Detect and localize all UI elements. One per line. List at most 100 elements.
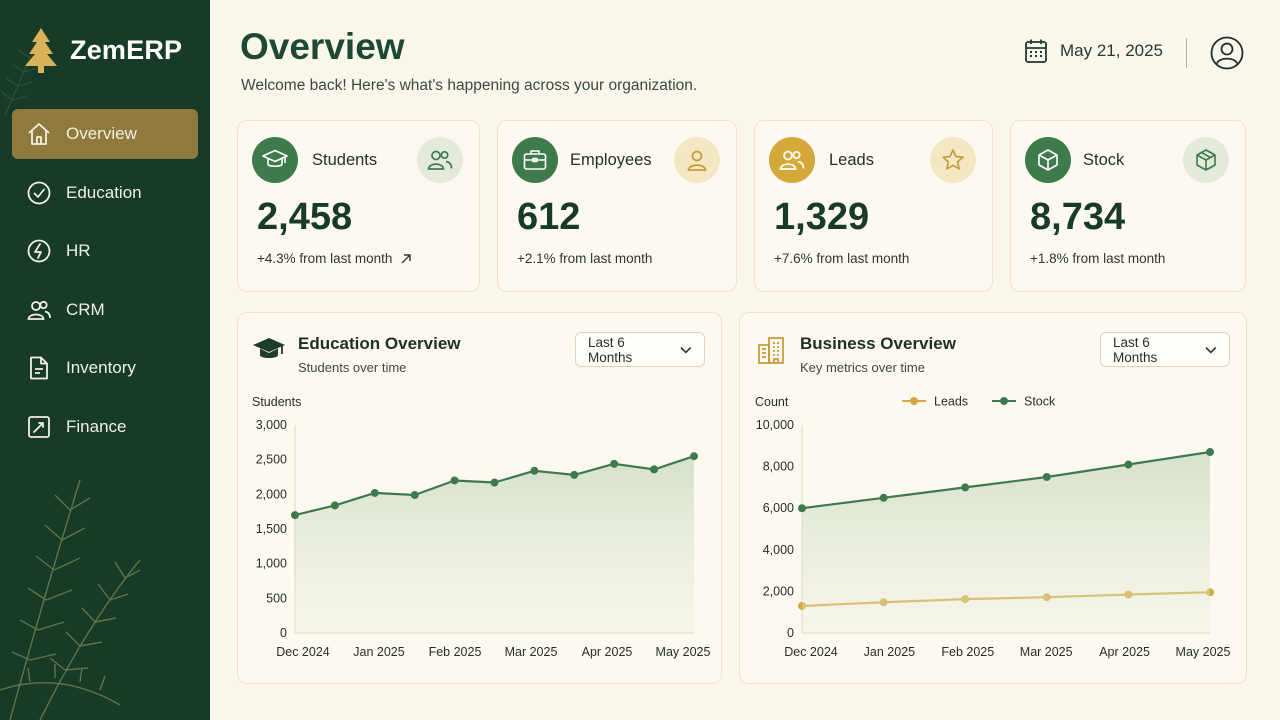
- legend-marker: [1000, 397, 1008, 405]
- data-point: [961, 483, 970, 492]
- sidebar-item-label: CRM: [66, 299, 105, 319]
- kpi-value: 8,734: [1030, 196, 1126, 238]
- y-tick-label: 2,000: [256, 487, 287, 501]
- data-point: [291, 511, 299, 520]
- y-tick-label: 1,500: [256, 522, 287, 536]
- box-icon: [1025, 137, 1071, 183]
- y-tick-label: 4,000: [763, 543, 794, 557]
- y-tick-label: 3,000: [256, 418, 287, 432]
- page-title: Overview: [240, 26, 405, 67]
- graduation-cap-icon: [252, 137, 298, 183]
- data-point: [650, 465, 659, 474]
- legend-marker: [910, 397, 918, 405]
- kpi-change-text: +1.8% from last month: [1030, 251, 1166, 266]
- data-point: [330, 501, 339, 510]
- sidebar-item-finance[interactable]: Finance: [12, 402, 198, 452]
- y-tick-label: 6,000: [763, 501, 794, 515]
- sidebar-item-overview[interactable]: Overview: [12, 109, 198, 159]
- kpi-card-leads[interactable]: Leads 1,329 +7.6% from last month: [754, 120, 993, 292]
- sidebar-item-education[interactable]: Education: [12, 168, 198, 218]
- y-tick-label: 2,000: [763, 584, 794, 598]
- x-tick-label: Feb 2025: [941, 645, 994, 659]
- x-tick-label: Dec 2024: [784, 645, 838, 659]
- chevron-down-icon: [1205, 346, 1217, 354]
- data-point: [1042, 473, 1051, 481]
- education-overview-card: Education Overview Students over time La…: [237, 312, 722, 684]
- sidebar-item-label: Overview: [66, 124, 137, 143]
- x-tick-label: May 2025: [656, 645, 711, 659]
- kpi-change: +2.1% from last month: [517, 251, 652, 266]
- x-tick-label: Apr 2025: [582, 645, 633, 659]
- kpi-label: Stock: [1083, 151, 1125, 169]
- y-tick-label: 2,500: [256, 453, 287, 467]
- user-avatar-icon[interactable]: [1210, 36, 1244, 70]
- business-overview-card: Business Overview Key metrics over time …: [739, 312, 1247, 684]
- kpi-change: +7.6% from last month: [774, 251, 909, 266]
- sidebar-item-inventory[interactable]: Inventory: [12, 343, 198, 393]
- document-icon: [30, 356, 48, 380]
- page-subtitle: Welcome back! Here's what's happening ac…: [241, 77, 698, 94]
- header-divider: [1186, 38, 1187, 68]
- series-area: [802, 452, 1210, 633]
- range-select[interactable]: Last 6 Months: [1100, 332, 1230, 367]
- kpi-card-employees[interactable]: Employees 612 +2.1% from last month: [497, 120, 737, 292]
- brand[interactable]: ZemERP: [22, 26, 182, 74]
- users-icon: [27, 300, 51, 320]
- kpi-change: +1.8% from last month: [1030, 251, 1165, 266]
- briefcase-icon: [512, 137, 558, 183]
- data-point: [450, 476, 459, 485]
- y-axis-title: Count: [755, 395, 789, 409]
- x-tick-label: Apr 2025: [1099, 645, 1150, 659]
- graduation-cap-icon: [253, 338, 285, 358]
- kpi-label: Leads: [829, 151, 874, 169]
- range-select[interactable]: Last 6 Months: [575, 332, 705, 367]
- kpi-change-text: +7.6% from last month: [774, 251, 910, 266]
- current-date: May 21, 2025: [1060, 41, 1164, 60]
- pine-tree-icon: [25, 28, 57, 73]
- card-title: Education Overview: [298, 334, 461, 353]
- sidebar-item-label: Inventory: [66, 358, 136, 377]
- legend-label: Stock: [1024, 395, 1056, 409]
- y-tick-label: 8,000: [763, 460, 794, 474]
- sidebar-item-hr[interactable]: HR: [12, 226, 198, 276]
- y-tick-label: 1,000: [256, 557, 287, 571]
- kpi-value: 612: [517, 196, 581, 238]
- calendar-icon: [1025, 39, 1047, 63]
- x-tick-label: Feb 2025: [429, 645, 482, 659]
- card-subtitle: Students over time: [298, 360, 407, 375]
- buildings-icon: [758, 337, 784, 364]
- kpi-value: 1,329: [774, 196, 870, 238]
- data-point: [610, 459, 619, 468]
- users-icon: [769, 137, 815, 183]
- chevron-down-icon: [680, 346, 692, 354]
- x-tick-label: Mar 2025: [1020, 645, 1073, 659]
- kpi-card-stock[interactable]: Stock 8,734 +1.8% from last month: [1010, 120, 1246, 292]
- arrow-up-right-icon: [401, 253, 412, 263]
- y-axis-title: Students: [252, 395, 301, 409]
- kpi-value: 2,458: [257, 196, 353, 238]
- x-tick-label: Jan 2025: [864, 645, 915, 659]
- kpi-change-text: +4.3% from last month: [257, 251, 393, 266]
- data-point: [798, 504, 806, 513]
- x-tick-label: Dec 2024: [276, 645, 330, 659]
- x-tick-label: May 2025: [1176, 645, 1231, 659]
- data-point: [1124, 460, 1133, 469]
- home-icon: [28, 123, 50, 145]
- y-tick-label: 500: [266, 591, 287, 605]
- business-chart: Count 0 2,000 4,000 6,000 8,000 10,000 Dec 2024…: [755, 395, 1231, 660]
- kpi-label: Students: [312, 151, 378, 169]
- user-icon: [674, 137, 720, 183]
- sidebar-item-crm[interactable]: CRM: [12, 285, 198, 335]
- sidebar-nav: Overview Education HR CRM Inventory: [12, 109, 198, 460]
- data-point: [570, 470, 579, 479]
- x-tick-label: Jan 2025: [353, 645, 404, 659]
- users-icon: [417, 137, 463, 183]
- kpi-card-students[interactable]: Students 2,458 +4.3% from last month: [237, 120, 480, 292]
- chart-icon: [28, 415, 50, 438]
- fern-decoration: [0, 479, 141, 720]
- date-picker[interactable]: May 21, 2025: [1024, 38, 1163, 64]
- y-tick-label: 0: [280, 626, 287, 640]
- data-point: [490, 478, 499, 487]
- brand-name: ZemERP: [70, 34, 183, 65]
- box-icon: [1183, 137, 1229, 183]
